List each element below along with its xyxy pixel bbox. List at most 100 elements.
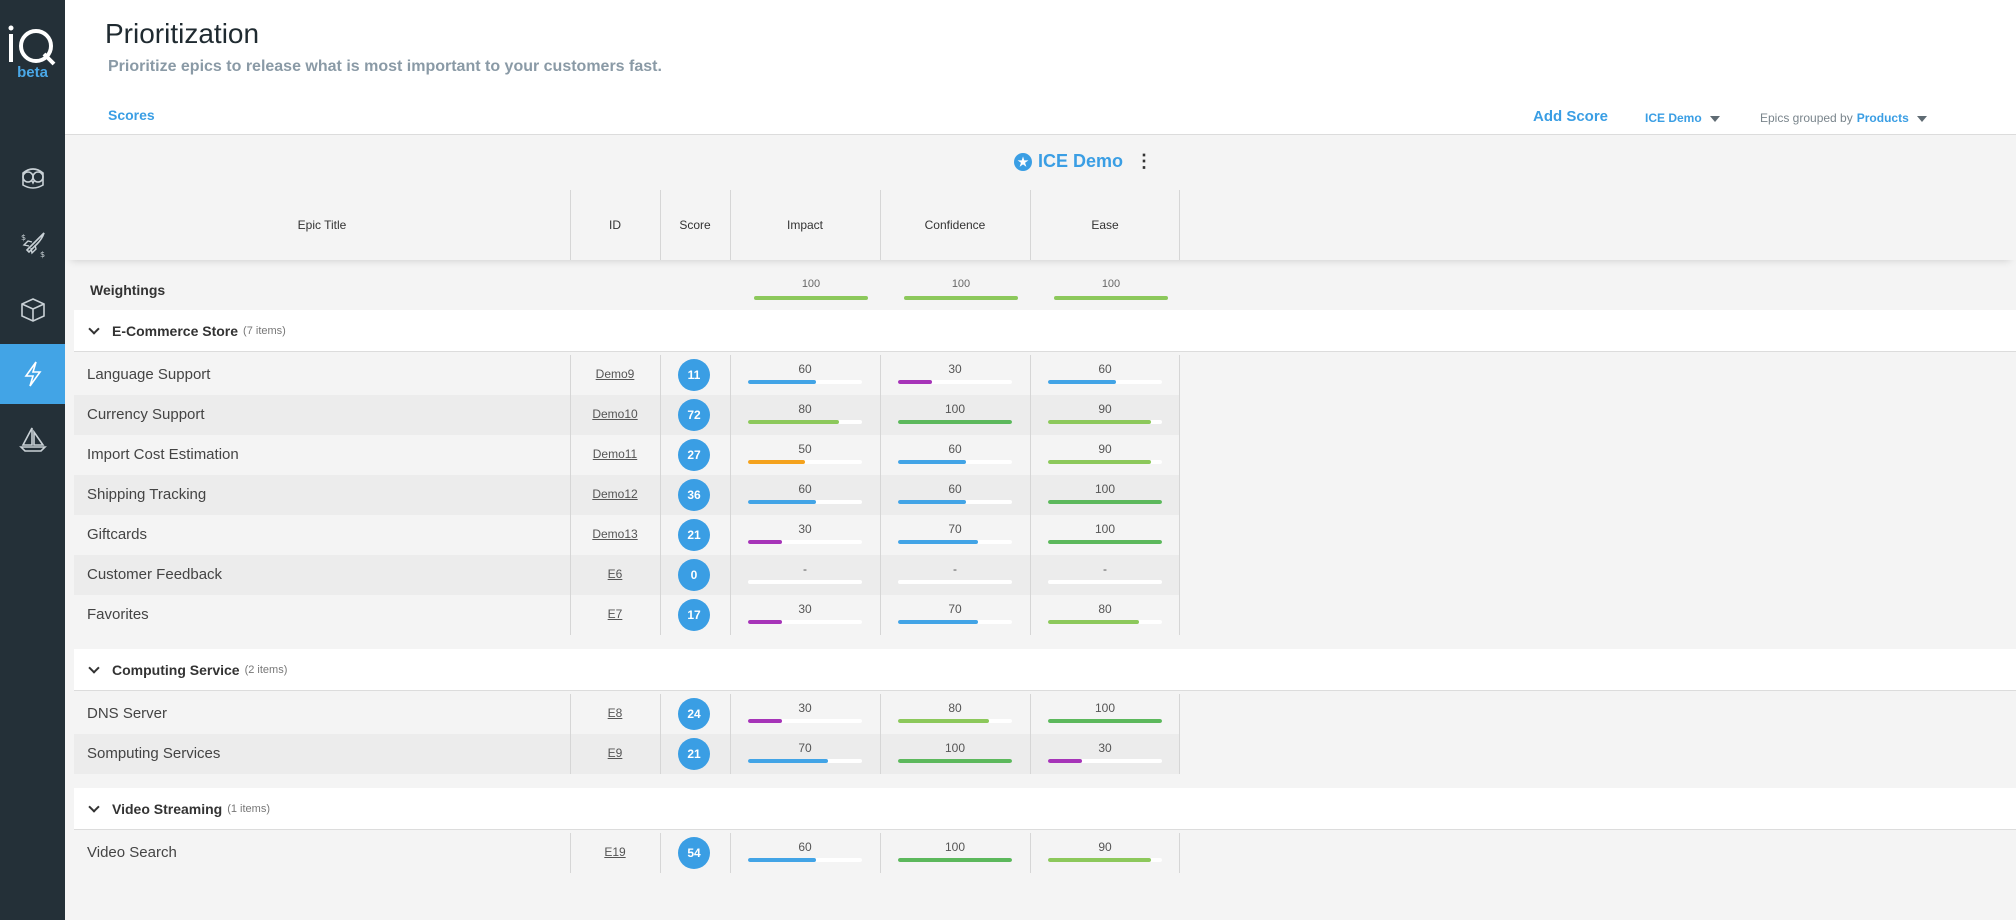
sidebar-item-products[interactable] bbox=[0, 280, 65, 340]
ease-bar[interactable] bbox=[1048, 380, 1162, 384]
confidence-bar[interactable] bbox=[898, 719, 1012, 723]
ease-value[interactable]: 90 bbox=[1098, 402, 1112, 416]
impact-bar[interactable] bbox=[748, 380, 862, 384]
epic-title[interactable]: Somputing Services bbox=[87, 745, 221, 762]
confidence-value[interactable]: 70 bbox=[948, 522, 962, 536]
impact-value[interactable]: 50 bbox=[798, 442, 812, 456]
confidence-value[interactable]: 60 bbox=[948, 482, 962, 496]
confidence-bar[interactable] bbox=[898, 500, 1012, 504]
confidence-value[interactable]: - bbox=[953, 562, 957, 576]
ease-bar[interactable] bbox=[1048, 759, 1162, 763]
impact-value[interactable]: 60 bbox=[798, 362, 812, 376]
confidence-bar[interactable] bbox=[898, 380, 1012, 384]
ease-bar[interactable] bbox=[1048, 500, 1162, 504]
weighting-confidence-value[interactable]: 100 bbox=[951, 278, 971, 290]
ease-bar[interactable] bbox=[1048, 460, 1162, 464]
column-header-id[interactable]: ID bbox=[609, 218, 621, 232]
epic-title[interactable]: Customer Feedback bbox=[87, 566, 223, 583]
table-row[interactable] bbox=[74, 475, 1179, 515]
impact-value[interactable]: 60 bbox=[798, 482, 812, 496]
more-options-icon[interactable]: ⋮ bbox=[1135, 151, 1154, 171]
ease-value[interactable]: 60 bbox=[1098, 362, 1112, 376]
epic-title[interactable]: DNS Server bbox=[87, 705, 168, 722]
confidence-bar[interactable] bbox=[898, 858, 1012, 862]
confidence-value[interactable]: 100 bbox=[944, 840, 966, 854]
ease-bar[interactable] bbox=[1048, 719, 1162, 723]
confidence-value[interactable]: 80 bbox=[948, 701, 962, 715]
epic-id-link[interactable]: Demo9 bbox=[595, 367, 635, 381]
column-header-impact[interactable]: Impact bbox=[786, 218, 823, 232]
epic-id-link[interactable]: E8 bbox=[607, 706, 623, 720]
weighting-ease-value[interactable]: 100 bbox=[1101, 278, 1121, 290]
sidebar-item-releases[interactable] bbox=[0, 410, 65, 470]
ease-value[interactable]: 30 bbox=[1098, 741, 1112, 755]
impact-value[interactable]: 70 bbox=[798, 741, 812, 755]
app-logo[interactable]: beta bbox=[0, 22, 65, 81]
ease-bar[interactable] bbox=[1048, 540, 1162, 544]
ease-bar[interactable] bbox=[1048, 620, 1162, 624]
column-header-epic-title[interactable]: Epic Title bbox=[297, 218, 347, 232]
ease-bar[interactable] bbox=[1048, 580, 1162, 584]
ease-value[interactable]: 90 bbox=[1098, 442, 1112, 456]
chevron-down-icon[interactable] bbox=[88, 801, 100, 813]
impact-bar[interactable] bbox=[748, 719, 862, 723]
epic-id-link[interactable]: Demo10 bbox=[592, 407, 638, 421]
impact-value[interactable]: 30 bbox=[798, 602, 812, 616]
impact-bar[interactable] bbox=[748, 759, 862, 763]
ease-value[interactable]: 100 bbox=[1094, 522, 1116, 536]
ease-bar[interactable] bbox=[1048, 420, 1162, 424]
column-header-confidence[interactable]: Confidence bbox=[924, 218, 986, 232]
ease-value[interactable]: 100 bbox=[1094, 482, 1116, 496]
weighting-impact-bar[interactable] bbox=[754, 296, 868, 300]
epic-title[interactable]: Currency Support bbox=[87, 406, 205, 423]
impact-bar[interactable] bbox=[748, 500, 862, 504]
epic-id-link[interactable]: Demo12 bbox=[592, 487, 638, 501]
group-toggle[interactable]: Video Streaming (1 items) bbox=[88, 801, 270, 817]
table-row[interactable] bbox=[74, 555, 1179, 595]
impact-bar[interactable] bbox=[748, 540, 862, 544]
epic-title[interactable]: Video Search bbox=[87, 844, 177, 861]
confidence-value[interactable]: 100 bbox=[944, 741, 966, 755]
weighting-impact-value[interactable]: 100 bbox=[801, 278, 821, 290]
weighting-confidence-bar[interactable] bbox=[904, 296, 1018, 300]
group-by-dropdown[interactable]: Epics grouped by Products bbox=[1760, 111, 1927, 125]
add-score-button[interactable]: Add Score bbox=[1533, 108, 1609, 125]
epic-title[interactable]: Favorites bbox=[87, 606, 149, 623]
impact-value[interactable]: - bbox=[803, 562, 807, 576]
impact-value[interactable]: 80 bbox=[798, 402, 812, 416]
confidence-bar[interactable] bbox=[898, 580, 1012, 584]
ease-value[interactable]: 80 bbox=[1098, 602, 1112, 616]
epic-id-link[interactable]: E19 bbox=[604, 845, 626, 859]
table-row[interactable] bbox=[74, 734, 1179, 774]
ease-value[interactable]: 90 bbox=[1098, 840, 1112, 854]
sidebar-item-insights[interactable] bbox=[0, 148, 65, 208]
table-row[interactable] bbox=[74, 395, 1179, 435]
sidebar-item-roadmap[interactable]: $ $ bbox=[0, 214, 65, 274]
confidence-bar[interactable] bbox=[898, 620, 1012, 624]
confidence-bar[interactable] bbox=[898, 460, 1012, 464]
column-header-score[interactable]: Score bbox=[679, 218, 711, 232]
score-selector-dropdown[interactable]: ICE Demo bbox=[1645, 111, 1720, 125]
epic-title[interactable]: Giftcards bbox=[87, 526, 148, 543]
impact-value[interactable]: 60 bbox=[798, 840, 812, 854]
confidence-bar[interactable] bbox=[898, 540, 1012, 544]
epic-title[interactable]: Shipping Tracking bbox=[87, 486, 207, 503]
group-toggle[interactable]: Computing Service (2 items) bbox=[88, 662, 287, 678]
confidence-value[interactable]: 60 bbox=[948, 442, 962, 456]
star-icon[interactable]: ★ bbox=[1014, 152, 1032, 171]
impact-bar[interactable] bbox=[748, 580, 862, 584]
tab-scores[interactable]: Scores bbox=[108, 107, 155, 123]
column-header-ease[interactable]: Ease bbox=[1091, 218, 1119, 232]
confidence-value[interactable]: 100 bbox=[944, 402, 966, 416]
impact-value[interactable]: 30 bbox=[798, 701, 812, 715]
epic-id-link[interactable]: Demo11 bbox=[592, 447, 638, 461]
impact-bar[interactable] bbox=[748, 620, 862, 624]
confidence-value[interactable]: 30 bbox=[948, 362, 962, 376]
impact-bar[interactable] bbox=[748, 420, 862, 424]
epic-title[interactable]: Language Support bbox=[87, 366, 211, 383]
group-header[interactable] bbox=[74, 788, 2016, 830]
group-toggle[interactable]: E-Commerce Store (7 items) bbox=[88, 323, 286, 339]
chevron-down-icon[interactable] bbox=[88, 323, 100, 335]
confidence-value[interactable]: 70 bbox=[948, 602, 962, 616]
impact-value[interactable]: 30 bbox=[798, 522, 812, 536]
